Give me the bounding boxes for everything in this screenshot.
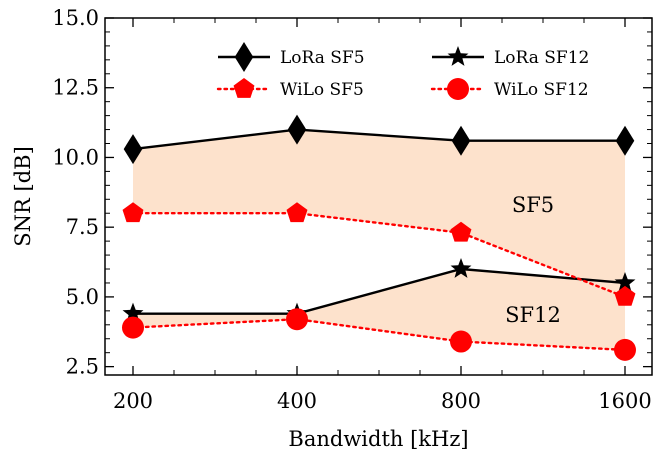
series-lines [131, 128, 627, 352]
data-point-wilo-sf12-1600 [614, 338, 636, 361]
y-tick-label: 5.0 [66, 285, 99, 309]
legend-item-wilo-sf5: WiLo SF5 [216, 78, 364, 100]
y-tick-label: 15.0 [52, 6, 99, 30]
legend-item-wilo-sf12: WiLo SF12 [430, 78, 589, 100]
series-line-lora-sf12 [133, 267, 626, 315]
legend-marker-lora-sf12 [447, 46, 469, 66]
data-point-lora-sf5-200 [123, 134, 143, 165]
shaded-region-2 [133, 269, 625, 350]
x-tick-label: 400 [277, 389, 317, 413]
data-point-lora-sf12-200 [122, 302, 144, 323]
data-point-lora-sf5-400 [287, 114, 307, 145]
legend-marker-lora-sf5 [234, 42, 254, 72]
legend-label-wilo-sf5: WiLo SF5 [280, 80, 364, 100]
data-point-wilo-sf5-400 [286, 202, 308, 223]
axis-ticks [105, 17, 652, 375]
series-line-wilo-sf12 [131, 318, 627, 352]
legend-label-lora-sf12: LoRa SF12 [494, 48, 589, 68]
data-point-lora-sf12-800 [450, 258, 472, 278]
legend-label-wilo-sf12: WiLo SF12 [494, 80, 589, 100]
data-point-wilo-sf5-1600 [614, 285, 636, 306]
tick-labels: 2.5 5.0 7.5 10.0 12.5 15.0 200 400 800 1600 [52, 6, 651, 413]
legend-marker-wilo-sf5 [233, 78, 255, 98]
x-axis-label: Bandwidth [kHz] [288, 427, 468, 451]
y-axis-label: SNR [dB] [11, 146, 35, 247]
data-point-lora-sf5-800 [451, 125, 471, 156]
y-tick-label: 10.0 [52, 145, 99, 169]
data-point-wilo-sf5-800 [450, 221, 472, 242]
shaded-region-1 [133, 129, 625, 297]
x-tick-label: 200 [113, 389, 153, 413]
y-tick-label: 7.5 [66, 215, 99, 239]
shaded-regions [133, 129, 625, 350]
legend-label-lora-sf5: LoRa SF5 [280, 48, 365, 68]
series-line-wilo-sf5 [131, 212, 627, 299]
annotation-sf5: SF5 [512, 193, 554, 217]
annotation-sf12: SF12 [505, 303, 561, 327]
legend: LoRa SF5 LoRa SF12 WiLo SF5 WiLo SF12 [216, 42, 589, 100]
data-point-lora-sf12-1600 [614, 271, 636, 292]
data-point-wilo-sf12-200 [122, 316, 144, 339]
y-tick-label: 2.5 [66, 355, 99, 379]
data-point-wilo-sf12-800 [450, 330, 472, 353]
y-tick-label: 12.5 [52, 76, 99, 100]
x-tick-label: 800 [441, 389, 481, 413]
x-tick-label: 1600 [598, 389, 651, 413]
annotations: SF5 SF12 [505, 193, 561, 327]
series-markers [122, 114, 636, 361]
legend-item-lora-sf12: LoRa SF12 [432, 46, 589, 68]
data-point-wilo-sf12-400 [286, 308, 308, 331]
data-point-wilo-sf5-200 [122, 202, 144, 223]
legend-item-lora-sf5: LoRa SF5 [218, 42, 365, 72]
data-point-lora-sf5-1600 [615, 125, 635, 156]
legend-marker-wilo-sf12 [447, 78, 469, 100]
series-line-lora-sf5 [132, 128, 625, 151]
